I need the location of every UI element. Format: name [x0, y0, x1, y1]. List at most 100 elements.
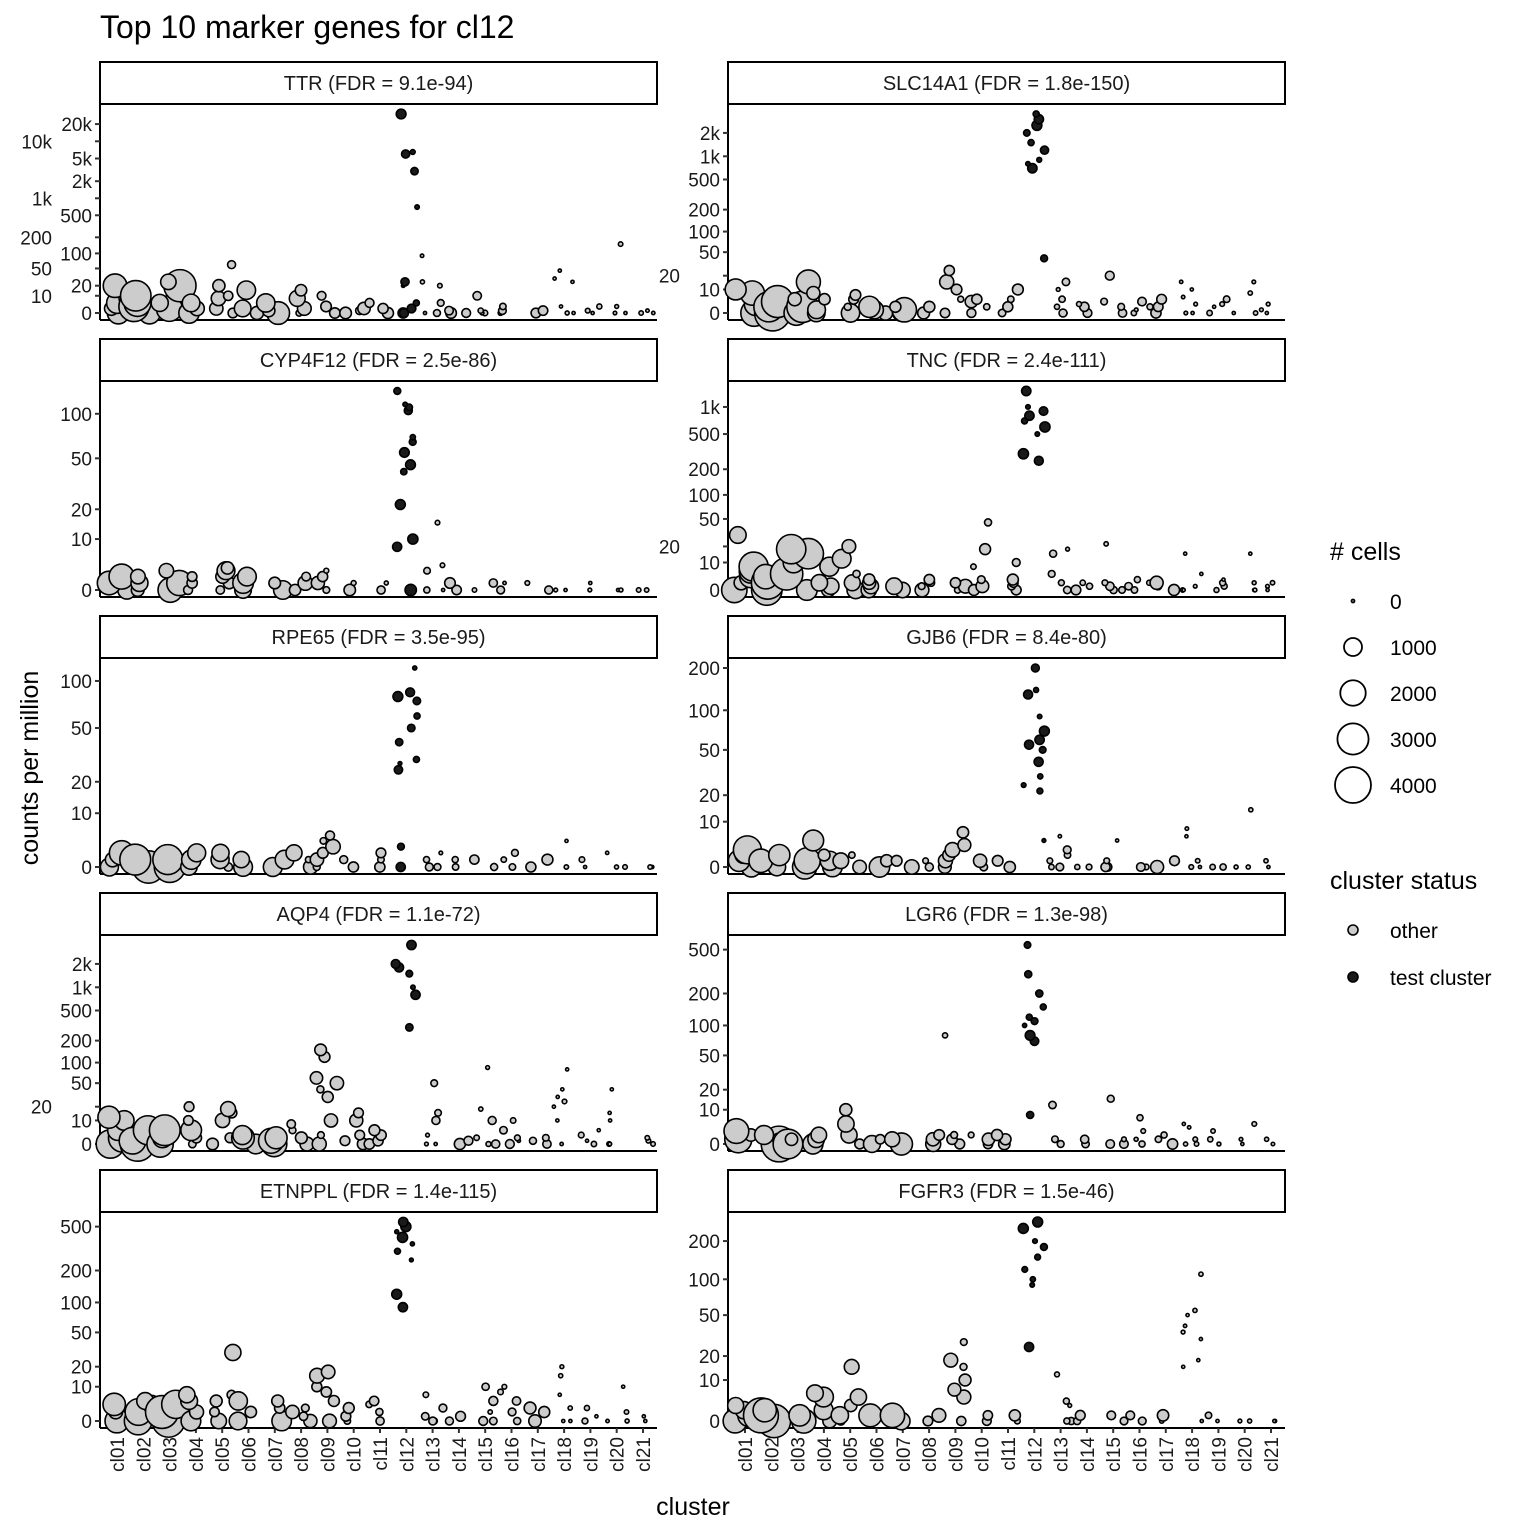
- data-point-other: [609, 1086, 615, 1092]
- x-tick-label: cl02: [762, 1437, 783, 1472]
- data-point-test-cluster: [412, 299, 421, 307]
- strip: [727, 1169, 1286, 1213]
- data-point-other: [320, 1364, 336, 1380]
- data-point-other: [647, 863, 654, 871]
- data-point-other: [806, 285, 821, 301]
- data-point-other: [236, 566, 258, 587]
- data-point-test-cluster: [1038, 405, 1049, 417]
- data-point-other: [917, 582, 926, 591]
- data-point-other: [1183, 310, 1189, 316]
- data-point-other: [649, 1140, 657, 1148]
- data-point-test-cluster: [1031, 1216, 1044, 1228]
- data-point-other: [322, 585, 331, 595]
- data-point-other: [490, 1139, 501, 1149]
- data-point-other: [454, 1410, 467, 1422]
- data-point-test-cluster: [1029, 1275, 1037, 1283]
- data-point-test-cluster: [1024, 160, 1031, 167]
- data-point-test-cluster: [1036, 772, 1044, 780]
- data-point-other: [1011, 283, 1025, 296]
- data-point-other: [436, 298, 445, 308]
- data-point-test-cluster: [406, 303, 417, 314]
- data-point-other: [563, 864, 570, 870]
- data-point-other: [858, 295, 881, 319]
- data-point-other: [1192, 301, 1199, 307]
- data-point-other: [583, 1404, 591, 1412]
- data-point-test-cluster: [1039, 421, 1051, 433]
- data-point-other: [541, 1133, 550, 1142]
- data-point-test-cluster: [393, 1247, 402, 1256]
- data-point-test-cluster: [1034, 430, 1041, 438]
- data-point-other: [294, 283, 308, 297]
- y-tick-label: 100: [688, 486, 720, 507]
- data-point-other: [1119, 1416, 1129, 1426]
- data-point-other: [158, 562, 175, 579]
- data-point-other: [553, 587, 559, 593]
- data-point-other: [943, 1352, 959, 1368]
- data-point-test-cluster: [1024, 410, 1035, 422]
- data-point-other: [316, 1085, 325, 1094]
- data-point-other: [843, 302, 853, 312]
- y-tick-label: 20: [699, 1347, 720, 1368]
- data-point-other: [1246, 1418, 1253, 1424]
- data-point-other: [564, 310, 570, 316]
- data-point-test-cluster: [409, 433, 417, 441]
- data-point-other: [1237, 1418, 1243, 1424]
- data-point-other: [970, 293, 983, 306]
- data-point-other: [650, 310, 656, 316]
- data-point-other: [472, 290, 483, 301]
- y-tick-label: 10: [699, 1371, 720, 1392]
- y-tick-label: 50: [71, 719, 92, 740]
- data-point-other: [1070, 584, 1082, 596]
- data-point-test-cluster: [1023, 1341, 1035, 1353]
- data-point-other: [571, 310, 576, 316]
- data-point-other: [350, 579, 357, 587]
- data-point-other: [1222, 295, 1231, 304]
- y-tick-label: 10: [71, 530, 92, 551]
- data-point-other: [950, 283, 963, 296]
- strip: [727, 61, 1286, 105]
- data-point-other: [1135, 861, 1146, 873]
- data-point-other: [444, 1416, 455, 1426]
- data-point-other: [342, 1401, 356, 1415]
- legend-size-key: [1350, 598, 1356, 604]
- data-point-other: [1053, 303, 1061, 311]
- data-point-other: [496, 1388, 505, 1396]
- data-point-other: [375, 1407, 384, 1417]
- data-point-other: [1062, 845, 1072, 855]
- data-point-other: [309, 1070, 324, 1085]
- data-point-other: [1063, 1417, 1071, 1425]
- x-tick-label: cl14: [450, 1437, 471, 1472]
- data-point-test-cluster: [1023, 969, 1033, 979]
- data-point-other: [595, 303, 603, 310]
- data-point-other: [883, 1130, 901, 1148]
- data-point-other: [852, 569, 861, 579]
- y-tick-label: 10: [71, 1111, 92, 1132]
- legend-status-title: cluster status: [1330, 867, 1477, 895]
- data-point-other: [978, 542, 992, 556]
- data-point-other: [1182, 1141, 1189, 1147]
- data-point-other: [159, 273, 177, 291]
- data-point-test-cluster: [1041, 837, 1047, 844]
- data-point-other: [949, 1130, 959, 1140]
- data-point-other: [1265, 587, 1270, 593]
- data-point-other: [554, 1118, 560, 1123]
- data-point-other: [972, 853, 988, 869]
- data-point-other: [1192, 1307, 1198, 1314]
- data-point-other: [923, 573, 936, 586]
- data-point-other: [1266, 864, 1271, 870]
- facet-panel: TTR (FDR = 9.1e-94) 0 10 20 50 100 200 500 1k 2k5…: [20, 61, 658, 326]
- data-point-other: [498, 1125, 509, 1135]
- data-point-other: [430, 1078, 439, 1088]
- strip: [99, 338, 658, 382]
- data-point-other: [624, 1418, 630, 1424]
- facet-panel: CYP4F12 (FDR = 2.5e-86) 0 10 20 50 100: [60, 338, 658, 604]
- data-point-test-cluster: [390, 1288, 403, 1300]
- y-tick-label: 5k: [72, 149, 93, 170]
- data-point-test-cluster: [1032, 686, 1040, 694]
- data-point-other: [1124, 581, 1134, 591]
- data-point-other: [478, 1415, 489, 1427]
- data-point-other: [1182, 551, 1188, 557]
- data-point-other: [1048, 1100, 1057, 1110]
